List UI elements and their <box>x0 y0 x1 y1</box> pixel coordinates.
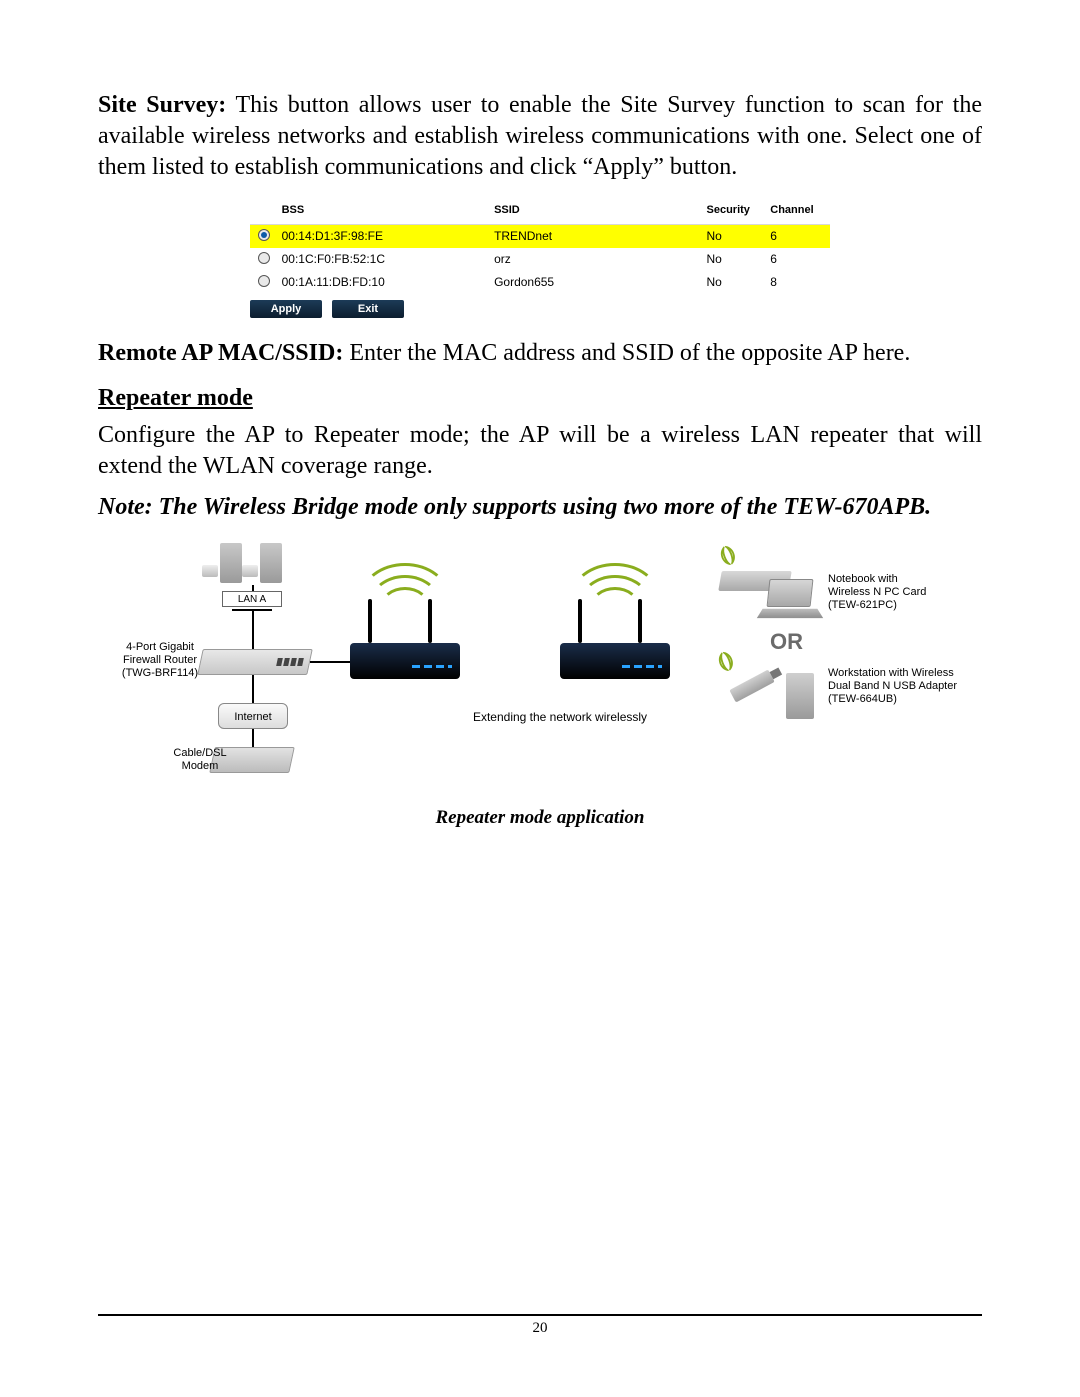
cell-ssid: orz <box>490 248 702 271</box>
cell-channel: 8 <box>766 271 830 294</box>
table-row[interactable]: 00:1A:11:DB:FD:10 Gordon655 No 8 <box>250 271 830 294</box>
cell-channel: 6 <box>766 224 830 248</box>
access-point-icon <box>350 643 460 679</box>
cell-bss: 00:1C:F0:FB:52:1C <box>278 248 490 271</box>
workstation-label: Workstation with Wireless Dual Band N US… <box>828 667 988 705</box>
exit-button[interactable]: Exit <box>332 300 404 318</box>
pc-icon <box>260 543 282 583</box>
usb-adapter-icon <box>729 670 774 703</box>
or-label: OR <box>770 629 803 655</box>
col-bss: BSS <box>278 200 490 225</box>
cell-bss: 00:14:D1:3F:98:FE <box>278 224 490 248</box>
lan-a-label: LAN A <box>222 591 282 607</box>
note-text: Note: The Wireless Bridge mode only supp… <box>98 492 982 523</box>
internet-label: Internet <box>218 703 288 729</box>
pc-icon <box>220 543 242 583</box>
cell-security: No <box>703 248 767 271</box>
table-row[interactable]: 00:1C:F0:FB:52:1C orz No 6 <box>250 248 830 271</box>
connector-line <box>252 609 254 649</box>
access-point-icon <box>560 643 670 679</box>
repeater-diagram: LAN A 4-Port Gigabit Firewall Router (TW… <box>140 543 940 793</box>
col-channel: Channel <box>766 200 830 225</box>
repeater-paragraph: Configure the AP to Repeater mode; the A… <box>98 420 982 482</box>
diagram-caption: Repeater mode application <box>98 807 982 829</box>
table-row[interactable]: 00:14:D1:3F:98:FE TRENDnet No 6 <box>250 224 830 248</box>
modem-label: Cable/DSL Modem <box>170 747 230 772</box>
cell-bss: 00:1A:11:DB:FD:10 <box>278 271 490 294</box>
notebook-label: Notebook with Wireless N PC Card (TEW-62… <box>828 573 968 611</box>
cell-ssid: TRENDnet <box>490 224 702 248</box>
remote-ap-text: Enter the MAC address and SSID of the op… <box>343 340 910 366</box>
site-survey-text: This button allows user to enable the Si… <box>98 92 982 180</box>
cell-ssid: Gordon655 <box>490 271 702 294</box>
remote-ap-paragraph: Remote AP MAC/SSID: Enter the MAC addres… <box>98 338 982 369</box>
radio-icon[interactable] <box>258 275 270 287</box>
repeater-heading: Repeater mode <box>98 385 982 412</box>
connector-line <box>310 661 350 663</box>
router-icon <box>197 649 313 675</box>
cell-security: No <box>703 271 767 294</box>
workstation-icon <box>786 673 814 719</box>
cell-security: No <box>703 224 767 248</box>
col-security: Security <box>703 200 767 225</box>
radio-icon[interactable] <box>258 229 270 241</box>
extending-label: Extending the network wirelessly <box>430 711 690 725</box>
site-survey-lead: Site Survey: <box>98 92 226 118</box>
laptop-icon <box>760 579 820 615</box>
col-select <box>250 200 278 225</box>
page-number: 20 <box>533 1320 548 1336</box>
apply-button[interactable]: Apply <box>250 300 322 318</box>
radio-icon[interactable] <box>258 252 270 264</box>
connector-line <box>252 675 254 703</box>
wifi-signal-icon: ⦅⦆ <box>714 646 737 675</box>
remote-ap-lead: Remote AP MAC/SSID: <box>98 340 343 366</box>
cell-channel: 6 <box>766 248 830 271</box>
site-survey-table: BSS SSID Security Channel 00:14:D1:3F:98… <box>250 200 830 318</box>
wifi-signal-icon: ⦅⦆ <box>716 540 739 569</box>
router-label: 4-Port Gigabit Firewall Router (TWG-BRF1… <box>120 641 200 679</box>
connector-line <box>252 729 254 747</box>
page-footer: 20 <box>98 1314 982 1337</box>
connector-line <box>252 585 254 591</box>
site-survey-paragraph: Site Survey: This button allows user to … <box>98 90 982 184</box>
col-ssid: SSID <box>490 200 702 225</box>
